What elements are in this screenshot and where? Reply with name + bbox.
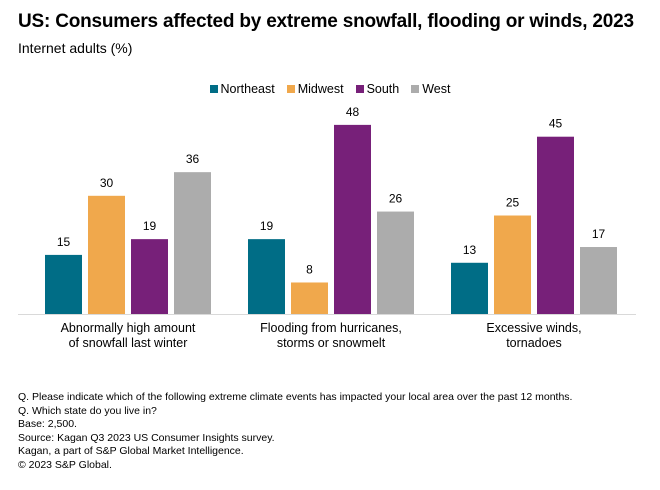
bar (291, 282, 328, 314)
data-label: 8 (306, 262, 313, 276)
bar (537, 136, 574, 314)
category-label: Abnormally high amount (61, 321, 196, 335)
data-label: 30 (100, 176, 114, 190)
bar (45, 254, 82, 314)
legend-label: West (422, 82, 451, 96)
bar (451, 262, 488, 314)
bar (174, 172, 211, 314)
bar (334, 124, 371, 314)
chart-subtitle: Internet adults (%) (18, 40, 133, 56)
legend-label: South (366, 82, 400, 96)
bar (88, 195, 125, 314)
chart-title: US: Consumers affected by extreme snowfa… (18, 11, 634, 32)
bar (580, 247, 617, 314)
data-label: 13 (463, 243, 477, 257)
footnote-line: Q. Please indicate which of the followin… (18, 391, 573, 403)
footnotes: Q. Please indicate which of the followin… (18, 391, 572, 472)
category-group: 13 25 45 17 Excessive winds,tornadoes (451, 117, 617, 350)
legend-item: South (355, 82, 400, 96)
footnote-line: © 2023 S&P Global. (18, 458, 112, 471)
legend-swatch (355, 85, 364, 93)
data-label: 17 (592, 227, 606, 241)
category-label: storms or snowmelt (277, 336, 386, 350)
bar (248, 239, 285, 314)
category-label: Flooding from hurricanes, (260, 321, 402, 335)
data-label: 19 (143, 219, 157, 233)
legend-item: West (411, 82, 450, 96)
legend-label: Midwest (297, 82, 344, 96)
legend-item: Midwest (286, 82, 344, 96)
footnote-line: Kagan, a part of S&P Global Market Intel… (18, 445, 244, 457)
data-label: 36 (186, 152, 200, 166)
category-label: Excessive winds, (486, 321, 581, 335)
legend-swatch (411, 85, 420, 93)
bar (377, 211, 414, 314)
legend-swatch (286, 85, 295, 93)
category-group: 19 8 48 26 Flooding from hurricanes,storms o… (248, 105, 414, 350)
footnote-line: Source: Kagan Q3 2023 US Consumer Insigh… (18, 431, 275, 444)
data-label: 15 (57, 235, 71, 249)
data-label: 26 (389, 192, 403, 206)
legend-swatch (209, 85, 218, 93)
legend: Northeast Midwest South West (0, 82, 660, 96)
data-label: 19 (260, 219, 274, 233)
bar (131, 239, 168, 314)
data-label: 45 (549, 117, 563, 131)
bar (494, 215, 531, 314)
legend-label: Northeast (220, 82, 275, 96)
footnote-line: Base: 2,500. (18, 418, 77, 430)
legend-item: Northeast (209, 82, 275, 96)
data-label: 25 (506, 196, 520, 210)
data-label: 48 (346, 105, 360, 119)
category-label: tornadoes (506, 336, 562, 350)
category-label: of snowfall last winter (69, 336, 188, 350)
footnote-line: Q. Which state do you live in? (18, 404, 157, 417)
